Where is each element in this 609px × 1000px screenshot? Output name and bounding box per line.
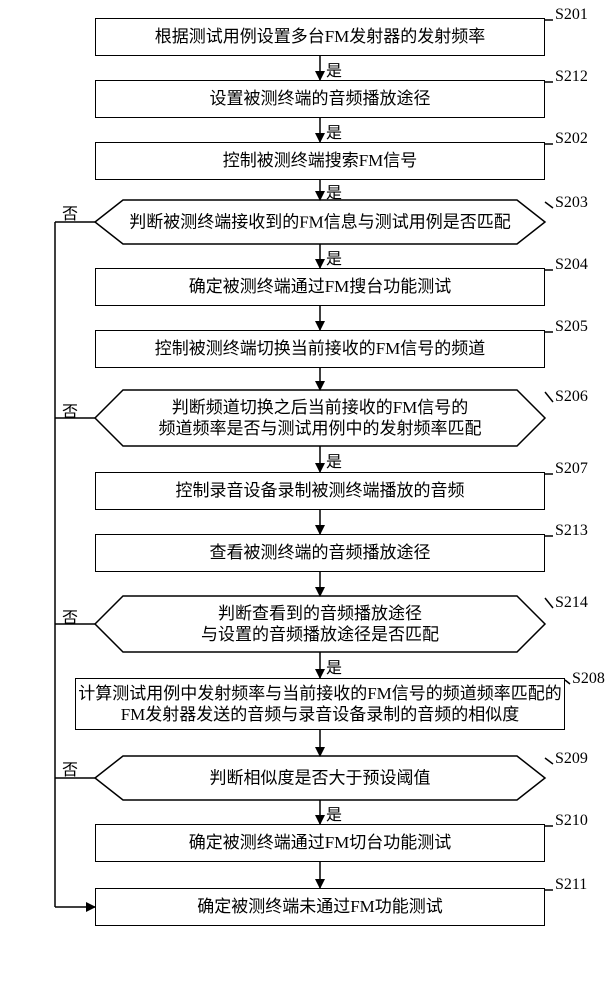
edge-label-yes: 是 — [326, 179, 342, 203]
edge-label-no: 否 — [62, 604, 78, 628]
step-label-s202: S202 — [555, 130, 588, 148]
step-label-s210: S210 — [555, 812, 588, 830]
edge-label-yes: 是 — [326, 57, 342, 81]
step-label-s214: S214 — [555, 594, 588, 612]
flow-decision-s203: 判断被测终端接收到的FM信息与测试用例是否匹配 — [95, 200, 545, 244]
edge-label-no: 否 — [62, 398, 78, 422]
step-label-s211: S211 — [555, 876, 587, 894]
edge-label-yes: 是 — [326, 245, 342, 269]
edge-label-no: 否 — [62, 756, 78, 780]
flow-decision-s206: 判断频道切换之后当前接收的FM信号的 频道频率是否与测试用例中的发射频率匹配 — [95, 390, 545, 446]
flow-node-s204: 确定被测终端通过FM搜台功能测试 — [95, 268, 545, 306]
step-label-s204: S204 — [555, 256, 588, 274]
step-label-s213: S213 — [555, 522, 588, 540]
flow-decision-s214: 判断查看到的音频播放途径 与设置的音频播放途径是否匹配 — [95, 596, 545, 652]
flow-node-s211: 确定被测终端未通过FM功能测试 — [95, 888, 545, 926]
step-label-s212: S212 — [555, 68, 588, 86]
edge-label-yes: 是 — [326, 654, 342, 678]
edge-label-no: 否 — [62, 200, 78, 224]
edge-label-yes: 是 — [326, 448, 342, 472]
flow-node-s207: 控制录音设备录制被测终端播放的音频 — [95, 472, 545, 510]
step-label-s206: S206 — [555, 388, 588, 406]
step-label-s207: S207 — [555, 460, 588, 478]
step-label-s201: S201 — [555, 6, 588, 24]
flowchart-canvas: 根据测试用例设置多台FM发射器的发射频率 S201 设置被测终端的音频播放途径 S21… — [0, 0, 609, 1000]
step-label-s208: S208 — [572, 670, 605, 688]
step-label-s205: S205 — [555, 318, 588, 336]
edge-label-yes: 是 — [326, 119, 342, 143]
flow-node-s202: 控制被测终端搜索FM信号 — [95, 142, 545, 180]
flow-decision-s209: 判断相似度是否大于预设阈值 — [95, 756, 545, 800]
edge-label-yes: 是 — [326, 801, 342, 825]
flow-node-s213: 查看被测终端的音频播放途径 — [95, 534, 545, 572]
flow-node-s205: 控制被测终端切换当前接收的FM信号的频道 — [95, 330, 545, 368]
flow-node-s208: 计算测试用例中发射频率与当前接收的FM信号的频道频率匹配的 FM发射器发送的音频… — [75, 678, 565, 730]
flow-node-s212: 设置被测终端的音频播放途径 — [95, 80, 545, 118]
step-label-s203: S203 — [555, 194, 588, 212]
flow-node-s201: 根据测试用例设置多台FM发射器的发射频率 — [95, 18, 545, 56]
step-label-s209: S209 — [555, 750, 588, 768]
flow-node-s210: 确定被测终端通过FM切台功能测试 — [95, 824, 545, 862]
